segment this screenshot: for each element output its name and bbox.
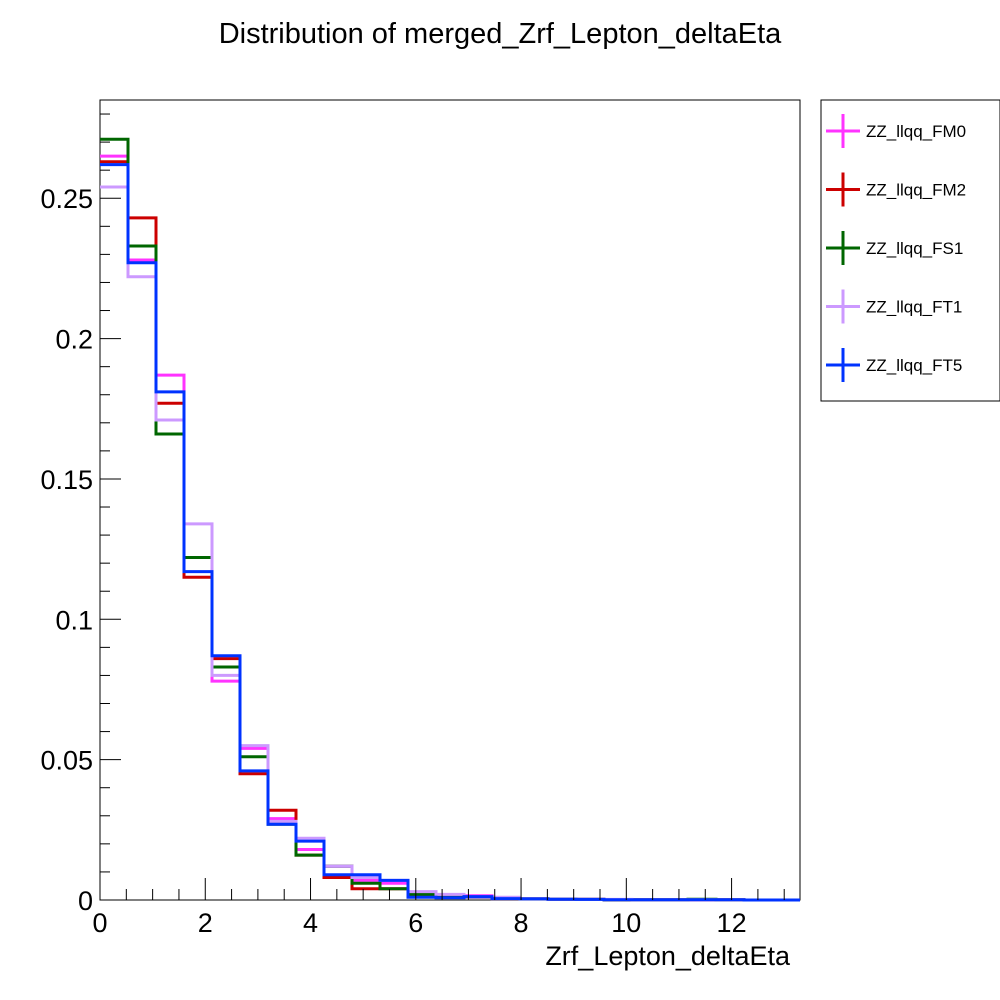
x-tick-label: 2 (198, 908, 213, 938)
y-tick-label: 0.25 (40, 184, 93, 214)
y-tick-label: 0.2 (55, 325, 93, 355)
legend-entry: ZZ_llqq_FM0 (826, 114, 966, 148)
legend-box (820, 99, 1000, 402)
y-tick-label: 0.15 (40, 465, 93, 495)
chart-title: Distribution of merged_Zrf_Lepton_deltaE… (219, 18, 782, 50)
x-axis-label: Zrf_Lepton_deltaEta (545, 941, 791, 971)
series-layer (100, 137, 800, 902)
x-axis-ticks (99, 878, 785, 900)
plot-frame (99, 99, 801, 901)
legend-label: ZZ_llqq_FM0 (866, 122, 966, 141)
series-line-zz-llqq-fm2 (100, 160, 800, 902)
x-tick-label: 4 (303, 908, 318, 938)
series-line-zz-llqq-ft1 (100, 185, 800, 902)
x-axis-tick-labels: 0 2 4 6 8 10 12 (92, 908, 746, 938)
series-line-zz-llqq-fs1 (100, 137, 800, 902)
legend-label: ZZ_llqq_FT1 (866, 298, 962, 317)
legend-entry: ZZ_llqq_FS1 (826, 231, 963, 265)
x-tick-label: 10 (611, 908, 641, 938)
legend-label: ZZ_llqq_FM2 (866, 181, 966, 200)
legend: ZZ_llqq_FM0 ZZ_llqq_FM2 ZZ_llqq_FS1 ZZ_llqq… (826, 114, 966, 382)
series-line-zz-llqq-ft5 (100, 163, 800, 902)
y-tick-label: 0.05 (40, 746, 93, 776)
legend-label: ZZ_llqq_FT5 (866, 356, 962, 375)
legend-entry: ZZ_llqq_FM2 (826, 172, 966, 207)
x-tick-label: 12 (717, 908, 747, 938)
y-axis-ticks (100, 113, 121, 901)
y-tick-label: 0.1 (55, 605, 93, 635)
x-tick-label: 0 (92, 908, 107, 938)
x-tick-label: 6 (408, 908, 423, 938)
legend-entry: ZZ_llqq_FT1 (826, 289, 962, 324)
legend-entry: ZZ_llqq_FT5 (826, 348, 962, 382)
series-line-zz-llqq-fm0 (100, 154, 800, 902)
x-tick-label: 8 (514, 908, 529, 938)
y-axis-tick-labels: 0 0.05 0.1 0.15 0.2 0.25 (40, 184, 93, 916)
y-tick-label: 0 (78, 886, 93, 916)
legend-label: ZZ_llqq_FS1 (866, 239, 963, 258)
